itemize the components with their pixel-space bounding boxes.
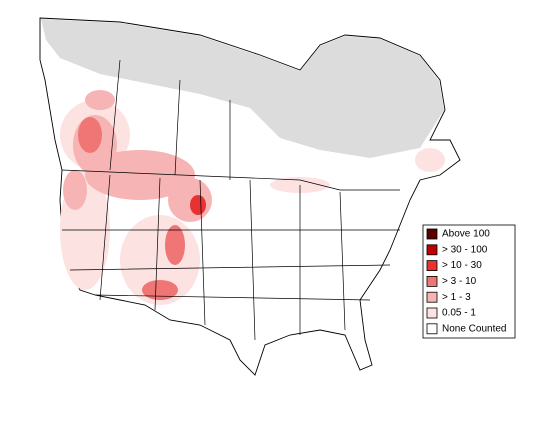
legend-swatch xyxy=(426,275,438,287)
legend-swatch xyxy=(426,244,438,256)
legend: Above 100 > 30 - 100 > 10 - 30 > 3 - 10 > 1 … xyxy=(422,224,516,339)
legend-label: None Counted xyxy=(442,323,507,334)
not-surveyed-region xyxy=(41,19,444,158)
legend-label: 0.05 - 1 xyxy=(442,308,476,319)
legend-swatch xyxy=(426,228,438,240)
legend-label: Above 100 xyxy=(442,229,490,240)
legend-frame xyxy=(422,224,516,339)
legend-swatch xyxy=(426,260,438,272)
abundance-area xyxy=(63,170,87,210)
legend-swatch xyxy=(426,323,438,335)
abundance-area xyxy=(142,280,178,300)
abundance-area xyxy=(190,195,206,215)
legend-swatch xyxy=(426,307,438,319)
abundance-area xyxy=(78,117,102,153)
legend-label: > 10 - 30 xyxy=(442,260,482,271)
boundaries xyxy=(61,59,400,341)
abundance-area xyxy=(415,148,445,172)
legend-label: > 1 - 3 xyxy=(442,292,471,303)
abundance-areas xyxy=(60,90,445,305)
legend-label: > 30 - 100 xyxy=(442,244,488,255)
abundance-area xyxy=(85,90,115,110)
abundance-area xyxy=(168,178,212,222)
legend-label: > 3 - 10 xyxy=(442,276,477,287)
legend-swatch xyxy=(426,291,438,303)
abundance-area xyxy=(165,225,185,265)
